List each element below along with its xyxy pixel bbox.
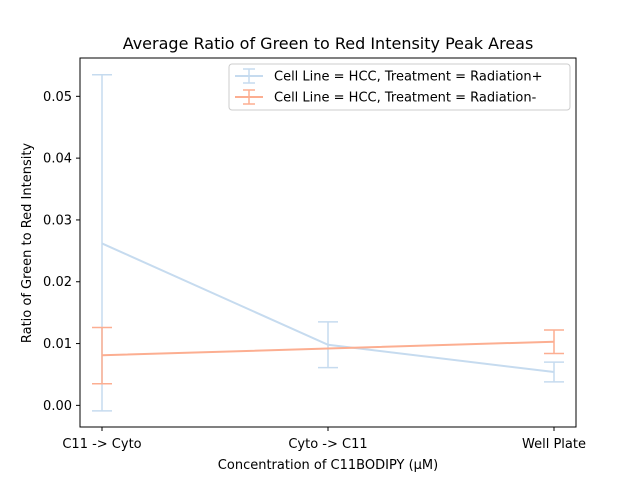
axes-frame (79, 57, 577, 428)
legend-box (228, 63, 571, 111)
y-tick-label: 0.02 (43, 275, 72, 290)
series-line (101, 242, 555, 373)
y-tick-label: 0.01 (43, 337, 72, 352)
legend-item: Cell Line = HCC, Treatment = Radiation- (235, 89, 537, 106)
y-axis: 0.00 0.01 0.02 0.03 0.04 0.05 (43, 90, 80, 414)
y-tick-label: 0.00 (43, 399, 72, 414)
chart-title: Average Ratio of Green to Red Intensity … (123, 34, 534, 53)
legend-label: Cell Line = HCC, Treatment = Radiation+ (274, 70, 543, 85)
x-tick-label: Well Plate (522, 437, 586, 452)
legend-item: Cell Line = HCC, Treatment = Radiation+ (235, 68, 543, 85)
x-tick-label: C11 -> Cyto (62, 437, 141, 452)
y-tick-label: 0.04 (43, 152, 72, 167)
x-axis-label: Concentration of C11BODIPY (μM) (218, 458, 438, 473)
y-axis-label: Ratio of Green to Red Intensity (20, 143, 35, 344)
series-2 (92, 326, 564, 385)
plot-area (92, 73, 564, 412)
legend-label: Cell Line = HCC, Treatment = Radiation- (274, 91, 537, 106)
x-axis: C11 -> Cyto Cyto -> C11 Well Plate (62, 427, 586, 452)
y-tick-label: 0.05 (43, 90, 72, 105)
y-tick-label: 0.03 (43, 213, 72, 228)
series-line (101, 340, 555, 357)
legend: Cell Line = HCC, Treatment = Radiation+ C… (228, 63, 571, 111)
x-tick-label: Cyto -> C11 (288, 437, 367, 452)
